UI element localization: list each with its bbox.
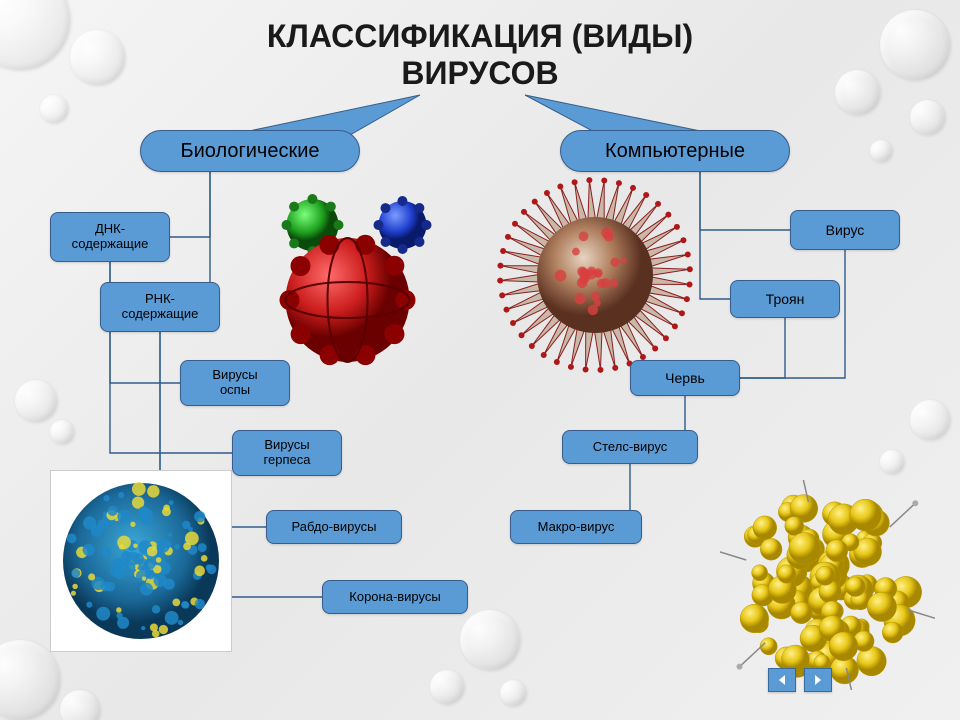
node-trojan: Троян <box>730 280 840 318</box>
node-virus: Вирус <box>790 210 900 250</box>
spike_virus-image <box>490 175 700 375</box>
node-ospa: Вирусы оспы <box>180 360 290 406</box>
bubble <box>910 100 945 135</box>
bubble <box>870 140 892 162</box>
bubble <box>15 380 57 422</box>
title-line2: ВИРУСОВ <box>401 55 558 91</box>
bubble <box>910 400 950 440</box>
next-button[interactable] <box>804 668 832 692</box>
bubble <box>880 450 904 474</box>
title-line1: КЛАССИФИКАЦИЯ (ВИДЫ) <box>267 18 693 54</box>
node-worm: Червь <box>630 360 740 396</box>
slide-stage: { "title_line1": "КЛАССИФИКАЦИЯ (ВИДЫ)",… <box>0 0 960 720</box>
category-bio: Биологические <box>140 130 360 172</box>
node-corona: Корона-вирусы <box>322 580 468 614</box>
node-rabdo: Рабдо-вирусы <box>266 510 402 544</box>
node-stealth: Стелс-вирус <box>562 430 698 464</box>
slide-title: КЛАССИФИКАЦИЯ (ВИДЫ) ВИРУСОВ <box>0 18 960 92</box>
red_virus-image <box>250 190 455 380</box>
chevron-left-icon <box>776 674 788 686</box>
bubble <box>460 610 520 670</box>
node-dnk: ДНК- содержащие <box>50 212 170 262</box>
prev-button[interactable] <box>768 668 796 692</box>
node-herpes: Вирусы герпеса <box>232 430 342 476</box>
yellow_virus-image <box>720 480 935 690</box>
bubble <box>500 680 526 706</box>
bubble <box>430 670 464 704</box>
category-comp: Компьютерные <box>560 130 790 172</box>
bubble <box>0 640 60 720</box>
node-rnk: РНК- содержащие <box>100 282 220 332</box>
node-macro: Макро-вирус <box>510 510 642 544</box>
blue_virus-image <box>50 470 230 650</box>
bubble <box>50 420 74 444</box>
bubble <box>60 690 100 720</box>
bubble <box>40 95 68 123</box>
chevron-right-icon <box>812 674 824 686</box>
